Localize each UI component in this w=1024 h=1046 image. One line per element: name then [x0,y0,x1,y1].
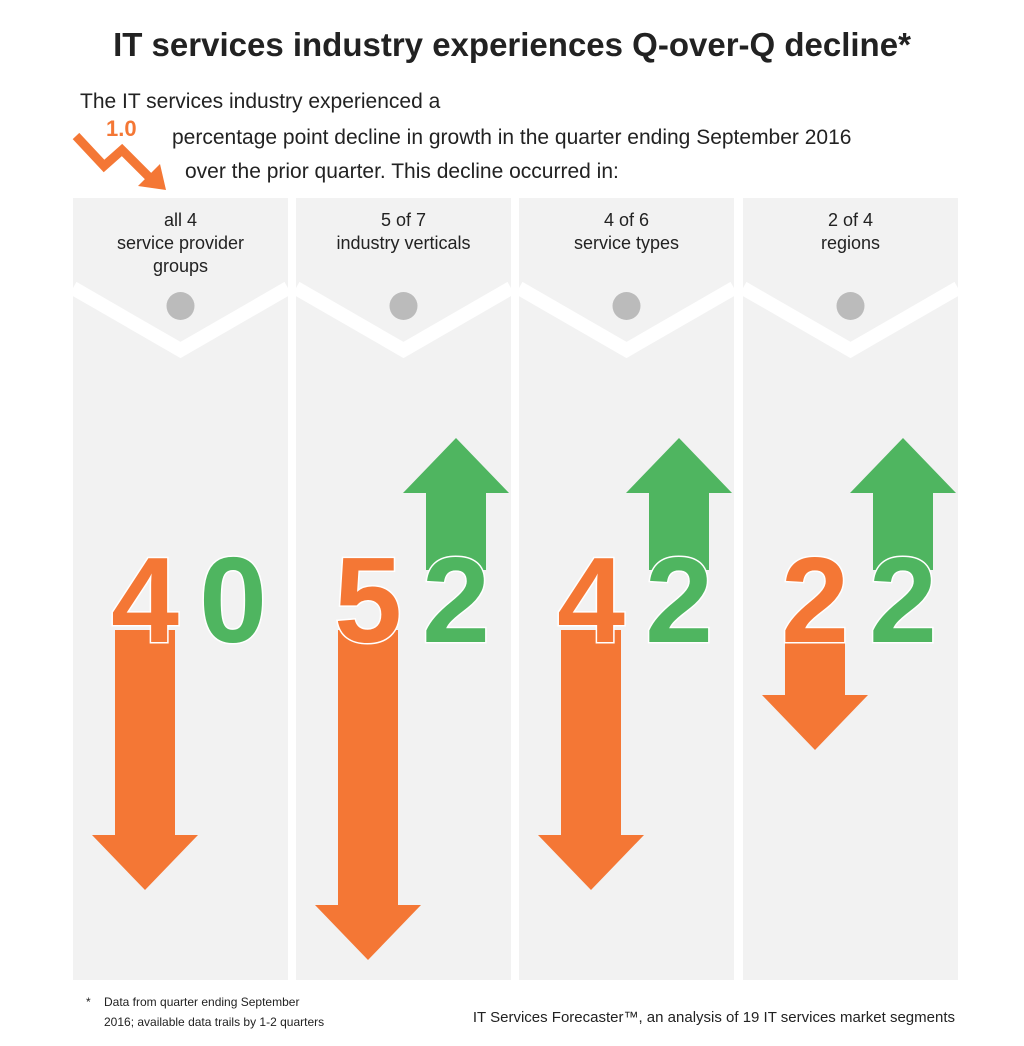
column-label: 4 of 6 [604,210,649,230]
declined-count: 5 [334,532,402,668]
icon [166,292,195,320]
decline-arrow [315,630,421,960]
footnote: Data from quarter ending September [104,995,299,1009]
column-label: industry verticals [336,233,470,253]
declined-count: 2 [781,532,849,668]
intro-line: over the prior quarter. This decline occ… [185,160,619,183]
grew-count: 2 [645,532,713,668]
icon [836,292,865,320]
column-label: all 4 [164,210,197,230]
grew-count: 2 [869,532,937,668]
column-label: regions [821,233,880,253]
growth-arrow [626,438,732,570]
column-label: service provider [117,233,244,253]
title: IT services industry experiences Q-over-… [113,26,911,63]
icon [389,292,418,320]
icon [612,292,641,320]
column-label: 2 of 4 [828,210,873,230]
footnote: 2016; available data trails by 1-2 quart… [104,1015,324,1029]
decline-arrow [538,630,644,890]
grew-count: 2 [422,532,490,668]
declined-count: 4 [111,532,179,668]
decline-arrow [92,630,198,890]
growth-arrow [403,438,509,570]
decline-arrow [762,630,868,750]
growth-arrow [850,438,956,570]
footnote-mark: * [86,995,91,1009]
intro-line: percentage point decline in growth in th… [172,126,851,149]
declined-count: 4 [557,532,625,668]
column-label: service types [574,233,679,253]
decline-icon-head [138,164,166,190]
chevron [515,281,738,359]
column-bg [296,198,511,980]
source: IT Services Forecaster™, an analysis of … [473,1009,955,1026]
column-label: groups [153,256,208,276]
column-bg [743,198,958,980]
chevron [739,281,962,359]
grew-count: 0 [199,532,267,668]
decline-icon [72,132,154,182]
chevron [292,281,515,359]
column-label: 5 of 7 [381,210,426,230]
chevron [69,281,292,359]
intro-line: The IT services industry experienced a [80,90,441,113]
intro-figure: 1.0 [106,116,137,141]
